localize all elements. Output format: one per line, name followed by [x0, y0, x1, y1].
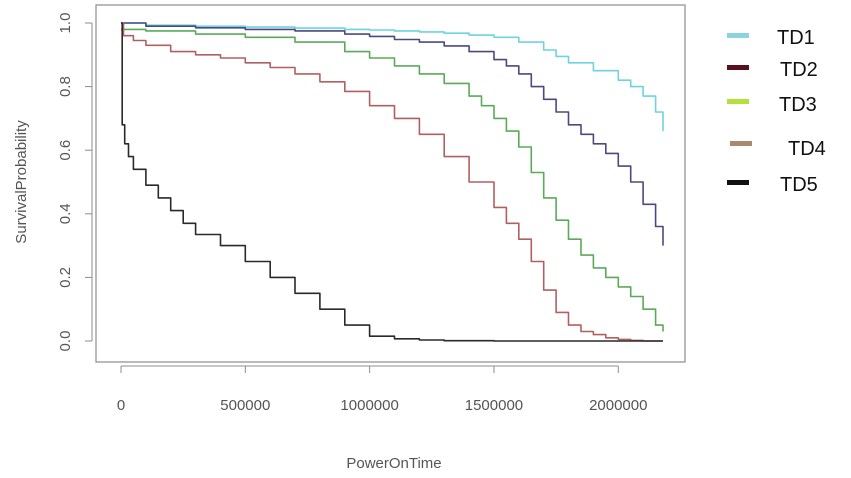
y-tick-label: 0.2	[57, 267, 74, 288]
series-line-td2	[121, 22, 664, 246]
legend-swatch-td2	[727, 65, 749, 70]
y-tick-label: 1.0	[57, 13, 74, 34]
x-axis: 0 500000 1000000 1500000 2000000	[117, 365, 647, 414]
legend-label-td4: TD4	[788, 138, 826, 160]
x-axis-label: PowerOnTime	[346, 455, 441, 472]
y-tick-label: 0.6	[57, 140, 74, 161]
legend-label-td3: TD3	[779, 94, 817, 116]
series-line-td3	[121, 28, 664, 332]
y-tick-label: 0.8	[57, 76, 74, 97]
x-tick-label: 1500000	[465, 397, 523, 414]
legend-item-td1: TD1	[727, 27, 815, 49]
legend-label-td5: TD5	[780, 174, 818, 196]
legend: TD1 TD2 TD3 TD4 TD5	[727, 27, 826, 196]
legend-label-td1: TD1	[777, 27, 815, 49]
legend-label-td2: TD2	[780, 59, 818, 81]
x-tick-label: 500000	[220, 397, 270, 414]
y-axis-label: SurvivalProbability	[13, 120, 30, 244]
plot-frame	[95, 4, 686, 363]
legend-swatch-td5	[727, 180, 749, 185]
legend-item-td3: TD3	[727, 94, 817, 116]
series-line-td5	[121, 22, 663, 342]
legend-item-td2: TD2	[727, 59, 818, 81]
series-layer	[121, 22, 664, 342]
x-tick-label: 0	[117, 397, 125, 414]
series-line-td4	[121, 22, 663, 342]
legend-item-td4: TD4	[730, 138, 826, 160]
y-tick-label: 0.4	[57, 203, 74, 224]
y-axis: 0.0 0.2 0.4 0.6 0.8 1.0	[57, 13, 93, 352]
legend-item-td5: TD5	[727, 174, 818, 196]
legend-swatch-td1	[727, 33, 749, 38]
legend-swatch-td3	[727, 99, 749, 104]
legend-swatch-td4	[730, 141, 752, 146]
x-tick-label: 1000000	[340, 397, 398, 414]
y-tick-label: 0.0	[57, 331, 74, 352]
series-line-td1	[121, 22, 664, 132]
x-tick-label: 2000000	[589, 397, 647, 414]
